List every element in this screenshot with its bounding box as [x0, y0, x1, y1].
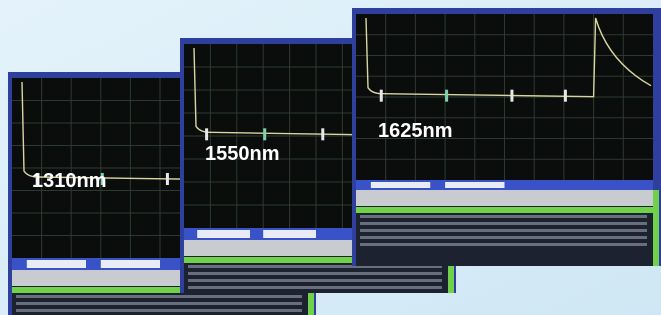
table-row — [16, 309, 302, 312]
otdr-panel: 1625nm — [352, 8, 661, 266]
wavelength-label: 1550nm — [205, 143, 280, 165]
event-marker — [205, 128, 208, 140]
wavelength-label: 1310nm — [32, 170, 107, 192]
table-highlight — [356, 207, 653, 213]
event-marker — [166, 173, 169, 185]
table-row — [16, 302, 302, 305]
scene: 1310nm 1550nm 1625nm — [0, 0, 661, 315]
table-header — [356, 190, 653, 206]
wavelength-label: 1625nm — [378, 120, 453, 142]
status-box — [101, 260, 160, 268]
table-row — [360, 222, 647, 225]
event-marker — [510, 90, 513, 102]
table-row — [360, 215, 647, 218]
event-marker — [321, 128, 324, 140]
table-row — [360, 236, 647, 239]
status-box — [371, 182, 430, 188]
table-row — [188, 286, 442, 289]
table-row — [188, 279, 442, 282]
status-box — [197, 230, 250, 238]
event-marker — [263, 128, 266, 140]
event-marker — [445, 90, 448, 102]
status-box — [445, 182, 504, 188]
table-row — [188, 272, 442, 275]
event-marker — [564, 90, 567, 102]
table-edge — [653, 190, 659, 266]
table-row — [360, 229, 647, 232]
event-marker — [380, 90, 383, 102]
table-row — [360, 243, 647, 246]
status-box — [263, 230, 316, 238]
table-row — [16, 295, 302, 298]
status-box — [27, 260, 86, 268]
